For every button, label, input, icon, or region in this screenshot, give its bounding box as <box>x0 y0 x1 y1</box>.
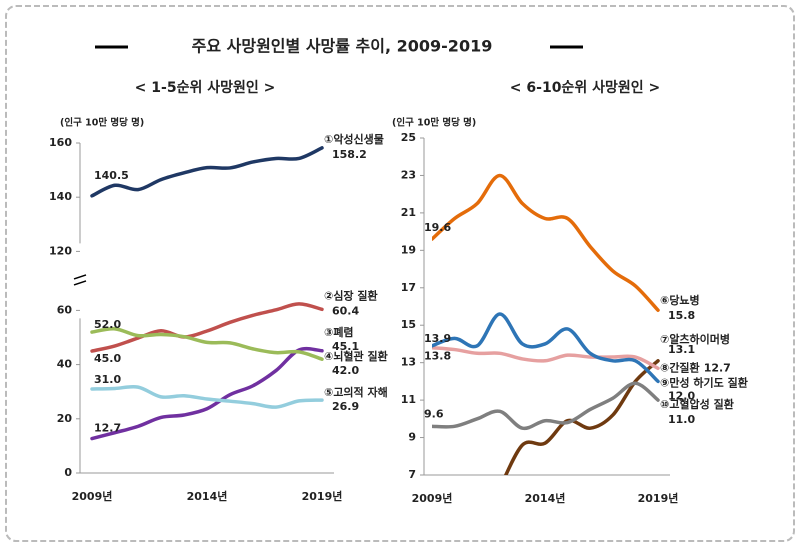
axis-break <box>73 280 87 286</box>
axis-break <box>73 274 87 280</box>
series-group <box>90 146 324 441</box>
value-label: 19.6 <box>424 221 451 234</box>
value-label: 45.1 <box>332 340 359 353</box>
series-label: ⑧간질환 <box>660 360 700 374</box>
line <box>90 384 324 409</box>
value-label: 13.1 <box>668 343 695 356</box>
series-label: ⑦알츠하이머병 <box>660 332 730 346</box>
y-tick-label: 21 <box>401 206 416 219</box>
series-label: ①악성신생물 <box>324 132 384 146</box>
line <box>90 146 324 198</box>
line <box>432 345 660 371</box>
y-tick-label: 9 <box>408 431 416 444</box>
line <box>432 173 660 312</box>
value-label: 42.0 <box>332 364 359 377</box>
panel-subtitle: < 6-10순위 사망원인 > <box>510 79 660 96</box>
y-axis-label: (인구 10만 명당 명) <box>392 117 476 129</box>
y-tick-label: 15 <box>401 318 416 331</box>
value-label: 52.0 <box>94 318 121 331</box>
value-label: 15.8 <box>668 309 695 322</box>
chart-title: 주요 사망원인별 사망률 추이, 2009-2019 <box>192 37 493 56</box>
value-label: 12.0 <box>668 389 695 402</box>
y-tick-label: 17 <box>401 281 416 294</box>
line <box>432 312 660 384</box>
y-tick-label: 11 <box>401 393 416 406</box>
value-label: 12.7 <box>704 361 731 374</box>
line <box>503 359 660 475</box>
y-tick-label: 60 <box>57 303 73 316</box>
x-tick-label: 2009년 <box>412 491 453 505</box>
y-tick-label: 13 <box>401 356 416 369</box>
value-label: 13.8 <box>424 350 451 363</box>
series-label: ②심장 질환 <box>324 288 378 302</box>
series-label: ⑨만성 하기도 질환 <box>660 375 748 389</box>
y-tick-label: 23 <box>401 168 416 181</box>
series-label: ⑤고의적 자해 <box>324 385 388 399</box>
y-tick-label: 160 <box>49 136 72 149</box>
y-tick-label: 7 <box>408 468 416 481</box>
value-label: 31.0 <box>94 373 121 386</box>
x-tick-label: 2019년 <box>638 491 679 505</box>
series-label: ⑩고혈압성 질환 <box>660 397 734 411</box>
y-tick-label: 120 <box>49 244 72 257</box>
value-label: 158.2 <box>332 148 367 161</box>
x-tick-label: 2014년 <box>525 491 566 505</box>
line <box>432 381 660 431</box>
line <box>90 346 324 441</box>
y-tick-label: 19 <box>401 243 416 256</box>
value-label: 11.0 <box>668 413 695 426</box>
series-label: ④뇌혈관 질환 <box>324 349 388 363</box>
value-label: 13.9 <box>424 332 451 345</box>
series-label: ⑥당뇨병 <box>660 293 700 307</box>
value-label: 45.0 <box>94 352 121 365</box>
y-tick-label: 40 <box>57 358 73 371</box>
x-tick-label: 2009년 <box>72 489 113 503</box>
value-label: 12.7 <box>94 422 121 435</box>
x-tick-label: 2019년 <box>302 489 343 503</box>
panel-subtitle: < 1-5순위 사망원인 > <box>135 79 276 96</box>
series-group <box>432 173 660 475</box>
value-label: 9.6 <box>424 407 444 420</box>
line <box>90 327 324 361</box>
value-label: 60.4 <box>332 304 359 317</box>
series-label: ③폐렴 <box>324 325 354 339</box>
y-tick-label: 20 <box>57 412 73 425</box>
frame <box>5 5 795 542</box>
y-tick-label: 25 <box>401 131 416 144</box>
x-tick-label: 2014년 <box>187 489 228 503</box>
y-tick-label: 140 <box>49 190 72 203</box>
value-label: 140.5 <box>94 169 129 182</box>
y-axis-label: (인구 10만 명당 명) <box>60 117 144 129</box>
y-tick-label: 0 <box>64 466 72 479</box>
line <box>90 302 324 353</box>
value-label: 26.9 <box>332 400 359 413</box>
